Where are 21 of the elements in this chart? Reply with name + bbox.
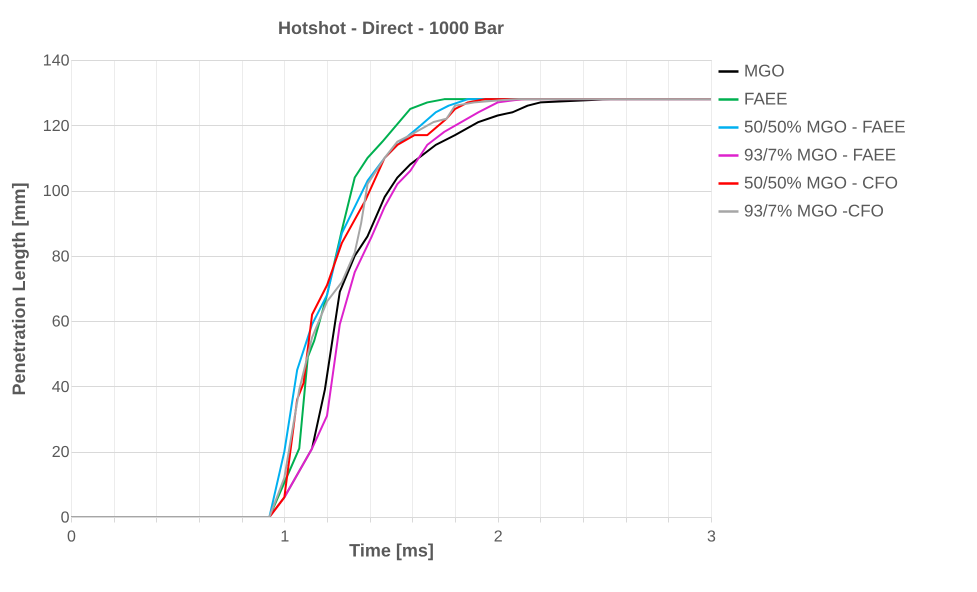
y-axis-title: Penetration Length [mm] — [8, 182, 29, 396]
legend-label: 93/7% MGO -CFO — [744, 202, 884, 220]
y-tick-label: 0 — [60, 510, 70, 526]
y-tick-label: 120 — [42, 118, 70, 135]
y-tick-label: 100 — [42, 183, 70, 200]
y-tick-label: 60 — [52, 314, 70, 331]
x-tick-label: 1 — [280, 528, 290, 546]
legend-label: 50/50% MGO - FAEE — [744, 118, 906, 136]
line-series — [71, 98, 711, 517]
legend-label: MGO — [744, 62, 785, 80]
y-tick-label: 140 — [42, 52, 70, 70]
legend-label: FAEE — [744, 90, 788, 108]
y-tick-label: 80 — [52, 248, 70, 266]
chart-title: Hotshot - Direct - 1000 Bar — [278, 18, 504, 38]
y-tick-label: 20 — [52, 444, 70, 462]
legend-label: 93/7% MGO - FAEE — [744, 146, 896, 164]
x-tick-label: 3 — [707, 528, 716, 546]
legend-label: 50/50% MGO - CFO — [744, 174, 898, 192]
y-tick-label: 40 — [52, 378, 70, 396]
x-tick-label: 2 — [494, 528, 503, 546]
x-axis-title: Time [ms] — [349, 540, 434, 560]
